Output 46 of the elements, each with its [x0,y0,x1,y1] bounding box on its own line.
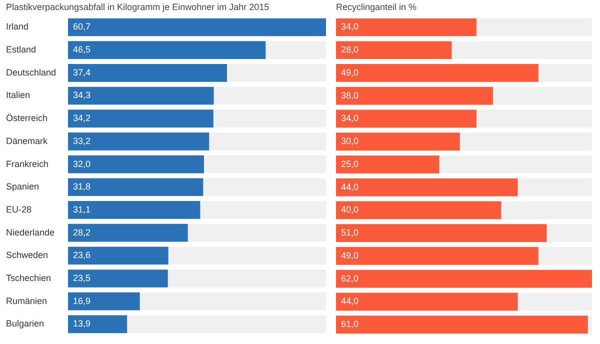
bar [68,315,128,334]
chart-title: Recyclinganteil in % [336,2,417,12]
data-label: 49,0 [341,67,359,78]
data-label: 32,0 [73,158,91,169]
chart-title: Plastikverpackungsabfall in Kilogramm je Einwohner im Jahr 2015 [6,2,270,12]
data-label: 28,0 [341,44,359,55]
data-label: 44,0 [341,182,359,192]
y-tick-label: Niederlande [6,227,55,238]
data-label: 30,0 [341,136,359,146]
data-label: 51,0 [341,228,359,238]
data-label: 13,9 [73,318,91,329]
data-label: 34,0 [341,22,359,32]
data-label: 46,5 [73,44,91,55]
data-label: 16,9 [73,296,91,306]
data-label: 40,0 [341,204,359,215]
y-tick-label: Spanien [6,182,40,192]
data-label: 31,8 [73,182,91,192]
data-label: 28,2 [73,227,91,238]
data-label: 23,5 [73,272,91,283]
bar [336,316,588,334]
data-label: 49,0 [341,250,359,260]
data-label: 34,2 [73,113,91,124]
data-label: 37,4 [73,67,91,78]
data-label: 60,7 [73,22,91,32]
y-tick-label: EU-28 [6,204,32,214]
data-label: 31,1 [73,204,91,214]
y-tick-label: Bulgarien [6,318,44,329]
data-label: 23,6 [73,250,91,260]
y-tick-label: Rumänien [6,296,48,306]
y-tick-label: Österreich [6,113,48,124]
data-label: 33,2 [73,136,91,146]
data-label: 34,0 [341,113,359,124]
y-tick-label: Estland [6,44,36,55]
y-tick-label: Deutschland [6,67,56,78]
data-label: 44,0 [341,296,359,306]
data-label: 34,3 [73,90,91,100]
data-label: 61,0 [341,319,359,330]
y-tick-label: Tschechien [6,272,52,283]
y-tick-label: Frankreich [6,158,49,169]
y-tick-label: Dänemark [6,136,48,146]
data-label: 62,0 [341,273,359,284]
data-label: 38,0 [341,90,359,100]
y-tick-label: Schweden [6,250,48,260]
data-label: 25,0 [341,158,359,169]
y-tick-label: Italien [6,90,30,100]
y-tick-label: Irland [6,22,29,32]
